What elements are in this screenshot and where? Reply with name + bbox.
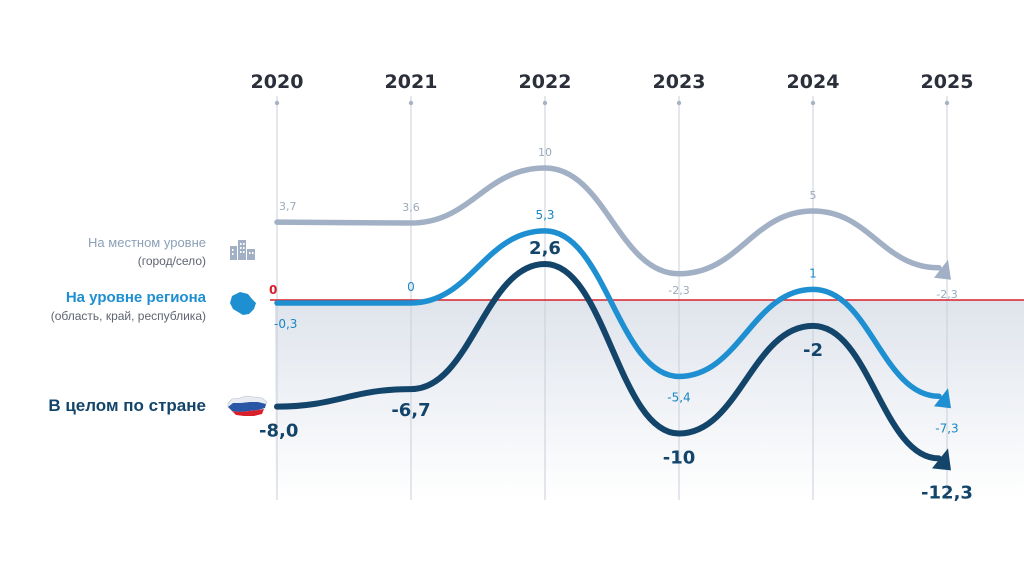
year-label-2020: 2020	[251, 71, 304, 93]
legend-region-name: На уровне региона	[65, 289, 206, 306]
russia-map-icon	[227, 395, 268, 416]
data-label-region-2023: -5,4	[667, 390, 690, 404]
year-dot-2021	[408, 100, 414, 106]
year-dot-2025	[944, 100, 950, 106]
series-arrow-region	[934, 388, 951, 409]
legend-local-sub: (город/село)	[137, 254, 206, 268]
data-label-region-2021: 0	[407, 280, 415, 294]
data-label-region-2024: 1	[809, 266, 817, 280]
legend-local: На местном уровне (город/село)	[88, 233, 206, 271]
data-label-region-2022: 5,3	[535, 208, 554, 222]
legend-region-sub: (область, край, республика)	[50, 309, 206, 323]
data-label-local-2022: 10	[538, 146, 552, 159]
legend-region: На уровне региона (область, край, респуб…	[51, 288, 206, 326]
year-label-2022: 2022	[519, 71, 572, 93]
negative-area	[275, 300, 1024, 500]
data-label-country-2021: -6,7	[391, 400, 430, 421]
year-label-2024: 2024	[787, 71, 840, 93]
data-label-country-2022: 2,6	[529, 238, 561, 259]
series-arrow-country	[932, 448, 951, 471]
year-dot-2022	[542, 100, 548, 106]
legend-country: В целом по стране	[48, 396, 206, 415]
data-label-country-2024: -2	[803, 340, 823, 361]
data-label-local-2021: 3,6	[402, 201, 420, 214]
data-label-local-2020: 3,7	[279, 200, 297, 213]
data-label-local-2024: 5	[810, 189, 817, 202]
buildings-icon	[230, 240, 255, 260]
data-label-local-2023: -2,3	[668, 284, 689, 297]
series-arrow-local	[934, 259, 951, 280]
data-label-region-2020: -0,3	[274, 317, 297, 331]
year-dot-2024	[810, 100, 816, 106]
data-label-local-2025: -2,3	[936, 288, 957, 301]
year-label-2025: 2025	[921, 71, 974, 93]
series-line-country	[274, 261, 942, 462]
zero-label-region-2020: 0	[269, 283, 277, 297]
data-label-country-2020: -8,0	[259, 421, 298, 442]
legend-country-name: В целом по стране	[48, 396, 206, 415]
data-label-country-2025: -12,3	[921, 482, 973, 503]
legend-local-name: На местном уровне	[88, 235, 206, 250]
series-line-region	[274, 228, 942, 400]
region-map-icon	[230, 292, 256, 315]
year-dot-2020	[274, 100, 280, 106]
year-label-2023: 2023	[653, 71, 706, 93]
series-line-local	[274, 165, 942, 277]
year-label-2021: 2021	[385, 71, 438, 93]
data-label-region-2025: -7,3	[935, 421, 958, 435]
year-dot-2023	[676, 100, 682, 106]
data-label-country-2023: -10	[663, 448, 696, 469]
